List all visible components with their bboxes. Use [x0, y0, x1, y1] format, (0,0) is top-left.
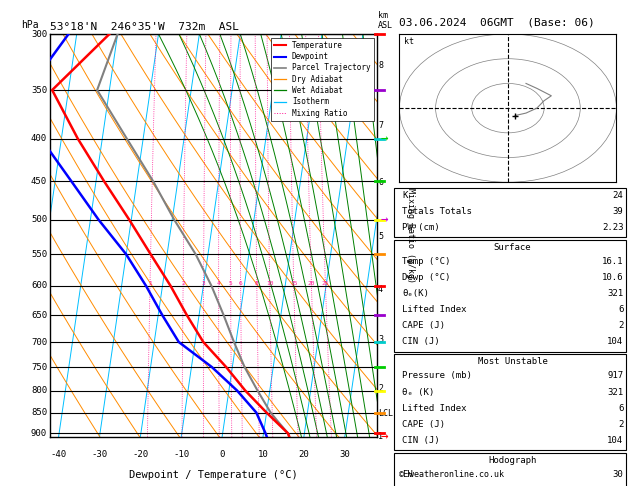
Text: 03.06.2024  06GMT  (Base: 06): 03.06.2024 06GMT (Base: 06): [399, 17, 595, 27]
Text: 1: 1: [378, 432, 383, 441]
Text: 300: 300: [31, 30, 47, 38]
Text: km
ASL: km ASL: [378, 11, 393, 30]
Text: Lifted Index: Lifted Index: [402, 305, 467, 314]
Text: CIN (J): CIN (J): [402, 435, 440, 445]
Text: 850: 850: [31, 408, 47, 417]
Text: 321: 321: [607, 387, 623, 397]
Text: 750: 750: [31, 363, 47, 372]
Text: 2: 2: [618, 321, 623, 330]
Text: LCL: LCL: [378, 409, 393, 418]
Text: Most Unstable: Most Unstable: [477, 357, 548, 366]
Text: 6: 6: [239, 281, 243, 286]
Bar: [394, 354, 626, 450]
Text: -40: -40: [50, 450, 67, 458]
Text: 16.1: 16.1: [602, 257, 623, 266]
Bar: [394, 240, 626, 352]
Text: 4: 4: [217, 281, 221, 286]
Text: 400: 400: [31, 134, 47, 143]
Text: 1: 1: [148, 281, 152, 286]
Text: 20: 20: [298, 450, 309, 458]
Text: 10.6: 10.6: [602, 273, 623, 282]
Text: 53°18'N  246°35'W  732m  ASL: 53°18'N 246°35'W 732m ASL: [50, 22, 239, 32]
Text: PW (cm): PW (cm): [402, 223, 440, 232]
Text: 500: 500: [31, 215, 47, 224]
Text: 3: 3: [202, 281, 206, 286]
Text: 6: 6: [618, 403, 623, 413]
Text: Surface: Surface: [494, 243, 532, 252]
Text: CAPE (J): CAPE (J): [402, 419, 445, 429]
Text: 15: 15: [290, 281, 298, 286]
Text: θₑ(K): θₑ(K): [402, 289, 429, 298]
Text: Mixing Ratio (g/kg): Mixing Ratio (g/kg): [406, 188, 415, 283]
Text: 8: 8: [378, 61, 383, 70]
Legend: Temperature, Dewpoint, Parcel Trajectory, Dry Adiabat, Wet Adiabat, Isotherm, Mi: Temperature, Dewpoint, Parcel Trajectory…: [271, 38, 374, 121]
Text: 2: 2: [378, 384, 383, 393]
Text: K: K: [402, 191, 408, 200]
Text: CIN (J): CIN (J): [402, 337, 440, 346]
Text: 450: 450: [31, 177, 47, 186]
Text: CAPE (J): CAPE (J): [402, 321, 445, 330]
Text: -30: -30: [91, 450, 108, 458]
Text: 550: 550: [31, 250, 47, 259]
Text: 20: 20: [308, 281, 315, 286]
Text: hPa: hPa: [21, 20, 38, 30]
Text: →: →: [381, 132, 388, 145]
Text: 4: 4: [378, 284, 383, 294]
Text: 30: 30: [339, 450, 350, 458]
Text: 6: 6: [618, 305, 623, 314]
Bar: [394, 452, 626, 486]
Text: Lifted Index: Lifted Index: [402, 403, 467, 413]
Text: 321: 321: [607, 289, 623, 298]
Text: 2: 2: [181, 281, 185, 286]
Text: 600: 600: [31, 281, 47, 291]
Text: 700: 700: [31, 337, 47, 347]
Text: 900: 900: [31, 429, 47, 438]
Text: 800: 800: [31, 386, 47, 395]
Text: 7: 7: [378, 121, 383, 130]
Text: 5: 5: [229, 281, 233, 286]
Text: 917: 917: [607, 371, 623, 381]
Text: Totals Totals: Totals Totals: [402, 207, 472, 216]
Text: Dewpoint / Temperature (°C): Dewpoint / Temperature (°C): [130, 469, 298, 480]
Text: EH: EH: [402, 470, 413, 479]
Text: Dewp (°C): Dewp (°C): [402, 273, 450, 282]
Text: 25: 25: [321, 281, 329, 286]
Text: 2.23: 2.23: [602, 223, 623, 232]
Text: 650: 650: [31, 311, 47, 320]
Text: 104: 104: [607, 337, 623, 346]
Text: θₑ (K): θₑ (K): [402, 387, 434, 397]
Text: 2: 2: [618, 419, 623, 429]
Text: Pressure (mb): Pressure (mb): [402, 371, 472, 381]
Text: © weatheronline.co.uk: © weatheronline.co.uk: [399, 469, 504, 479]
Text: 30: 30: [613, 470, 623, 479]
Text: 8: 8: [255, 281, 259, 286]
Text: 350: 350: [31, 86, 47, 95]
Text: Temp (°C): Temp (°C): [402, 257, 450, 266]
Text: 0: 0: [220, 450, 225, 458]
Text: 5: 5: [378, 232, 383, 241]
Text: →: →: [381, 431, 388, 444]
Text: 39: 39: [613, 207, 623, 216]
Text: kt: kt: [404, 37, 414, 46]
Text: 104: 104: [607, 435, 623, 445]
Text: 10: 10: [257, 450, 269, 458]
Text: 6: 6: [378, 178, 383, 187]
Text: 10: 10: [266, 281, 274, 286]
Text: Hodograph: Hodograph: [489, 455, 537, 465]
Text: -20: -20: [132, 450, 148, 458]
Text: -10: -10: [173, 450, 189, 458]
Text: 3: 3: [378, 335, 383, 344]
Text: 24: 24: [613, 191, 623, 200]
Text: →: →: [381, 213, 388, 226]
Bar: [394, 188, 626, 237]
